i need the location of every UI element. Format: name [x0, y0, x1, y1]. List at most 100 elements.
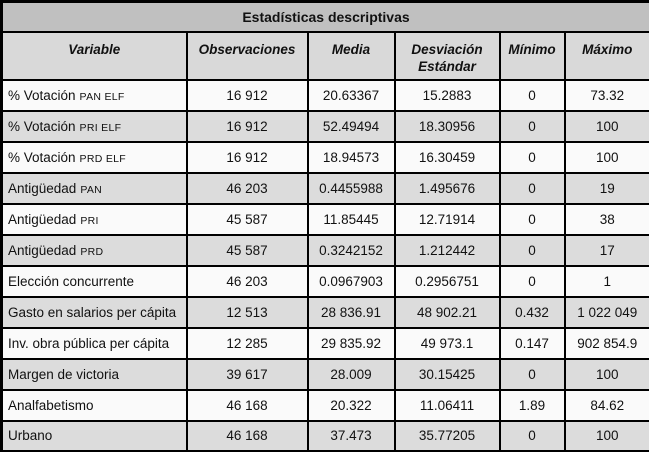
- cell-maximo: 17: [563, 233, 649, 267]
- column-header-desviacion: Desviación Estándar: [393, 30, 501, 81]
- table-row: Inv. obra pública per cápita 12 285 29 8…: [0, 326, 649, 360]
- cell-desviacion: 48 902.21: [393, 295, 501, 329]
- table-row: Gasto en salarios per cápita 12 513 28 8…: [0, 295, 649, 329]
- cell-media: 28 836.91: [306, 295, 396, 329]
- cell-minimo: 0: [498, 140, 566, 174]
- cell-desviacion: 30.15425: [393, 357, 501, 391]
- variable-label: Antigüedad: [8, 180, 77, 196]
- cell-media: 20.63367: [306, 78, 396, 112]
- cell-variable: Elección concurrente: [0, 264, 188, 298]
- cell-observaciones: 39 617: [185, 357, 309, 391]
- cell-media: 0.0967903: [306, 264, 396, 298]
- cell-media: 18.94573: [306, 140, 396, 174]
- table-row: Urbano 46 168 37.473 35.77205 0 100: [0, 419, 649, 452]
- cell-minimo: 0: [498, 109, 566, 143]
- cell-desviacion: 11.06411: [393, 388, 501, 422]
- variable-acronym: PRI: [80, 214, 99, 227]
- variable-label: % Votación: [8, 118, 76, 134]
- cell-variable: Analfabetismo: [0, 388, 188, 422]
- header-row: Variable Observaciones Media Desviación …: [0, 30, 649, 81]
- cell-desviacion: 49 973.1: [393, 326, 501, 360]
- title-row: Estadísticas descriptivas: [0, 0, 649, 33]
- cell-media: 11.85445: [306, 202, 396, 236]
- cell-media: 0.3242152: [306, 233, 396, 267]
- cell-maximo: 100: [563, 109, 649, 143]
- cell-maximo: 100: [563, 140, 649, 174]
- variable-label: Antigüedad: [8, 242, 77, 258]
- cell-maximo: 100: [563, 357, 649, 391]
- column-header-variable: Variable: [0, 30, 188, 81]
- cell-observaciones: 16 912: [185, 109, 309, 143]
- variable-label: Analfabetismo: [8, 397, 94, 413]
- table-row: % Votación PAN ELF 16 912 20.63367 15.288…: [0, 78, 649, 112]
- cell-observaciones: 46 203: [185, 264, 309, 298]
- cell-observaciones: 45 587: [185, 233, 309, 267]
- cell-maximo: 38: [563, 202, 649, 236]
- cell-desviacion: 18.30956: [393, 109, 501, 143]
- cell-desviacion: 35.77205: [393, 419, 501, 452]
- variable-label: Margen de victoria: [8, 366, 120, 382]
- table-row: Elección concurrente 46 203 0.0967903 0.…: [0, 264, 649, 298]
- cell-minimo: 0: [498, 202, 566, 236]
- cell-variable: Gasto en salarios per cápita: [0, 295, 188, 329]
- cell-minimo: 1.89: [498, 388, 566, 422]
- column-header-media: Media: [306, 30, 396, 81]
- table-row: Antigüedad PRD 45 587 0.3242152 1.212442 …: [0, 233, 649, 267]
- table-title: Estadísticas descriptivas: [0, 0, 649, 33]
- cell-variable: Antigüedad PRI: [0, 202, 188, 236]
- variable-label: % Votación: [8, 87, 76, 103]
- cell-variable: Antigüedad PAN: [0, 171, 188, 205]
- cell-maximo: 84.62: [563, 388, 649, 422]
- variable-label: Antigüedad: [8, 211, 77, 227]
- cell-observaciones: 12 513: [185, 295, 309, 329]
- cell-media: 20.322: [306, 388, 396, 422]
- table-row: Analfabetismo 46 168 20.322 11.06411 1.8…: [0, 388, 649, 422]
- cell-minimo: 0: [498, 171, 566, 205]
- table-row: % Votación PRD ELF 16 912 18.94573 16.304…: [0, 140, 649, 174]
- variable-acronym: PAN: [80, 183, 103, 196]
- cell-variable: % Votación PAN ELF: [0, 78, 188, 112]
- cell-desviacion: 1.495676: [393, 171, 501, 205]
- variable-acronym: PRI ELF: [79, 121, 122, 134]
- cell-variable: Inv. obra pública per cápita: [0, 326, 188, 360]
- cell-minimo: 0: [498, 357, 566, 391]
- cell-desviacion: 16.30459: [393, 140, 501, 174]
- column-header-observaciones: Observaciones: [185, 30, 309, 81]
- cell-observaciones: 46 203: [185, 171, 309, 205]
- cell-minimo: 0.432: [498, 295, 566, 329]
- variable-acronym: PRD: [80, 245, 104, 258]
- cell-minimo: 0: [498, 264, 566, 298]
- cell-desviacion: 0.2956751: [393, 264, 501, 298]
- cell-observaciones: 45 587: [185, 202, 309, 236]
- cell-observaciones: 46 168: [185, 388, 309, 422]
- cell-variable: Antigüedad PRD: [0, 233, 188, 267]
- column-header-maximo: Máximo: [563, 30, 649, 81]
- cell-minimo: 0: [498, 233, 566, 267]
- cell-variable: Urbano: [0, 419, 188, 452]
- table-row: Margen de victoria 39 617 28.009 30.1542…: [0, 357, 649, 391]
- cell-maximo: 73.32: [563, 78, 649, 112]
- cell-maximo: 100: [563, 419, 649, 452]
- cell-desviacion: 15.2883: [393, 78, 501, 112]
- cell-maximo: 1: [563, 264, 649, 298]
- variable-acronym: PAN ELF: [79, 90, 125, 103]
- cell-media: 52.49494: [306, 109, 396, 143]
- table-row: Antigüedad PRI 45 587 11.85445 12.71914 0…: [0, 202, 649, 236]
- table-row: Antigüedad PAN 46 203 0.4455988 1.495676 …: [0, 171, 649, 205]
- cell-media: 29 835.92: [306, 326, 396, 360]
- column-header-minimo: Mínimo: [498, 30, 566, 81]
- variable-label: Urbano: [8, 428, 53, 444]
- cell-media: 28.009: [306, 357, 396, 391]
- cell-media: 0.4455988: [306, 171, 396, 205]
- cell-variable: % Votación PRI ELF: [0, 109, 188, 143]
- cell-observaciones: 12 285: [185, 326, 309, 360]
- variable-label: Gasto en salarios per cápita: [8, 304, 177, 320]
- cell-maximo: 902 854.9: [563, 326, 649, 360]
- cell-desviacion: 1.212442: [393, 233, 501, 267]
- variable-label: % Votación: [8, 149, 76, 165]
- cell-maximo: 19: [563, 171, 649, 205]
- variable-acronym: PRD ELF: [79, 152, 126, 165]
- variable-label: Elección concurrente: [8, 273, 135, 289]
